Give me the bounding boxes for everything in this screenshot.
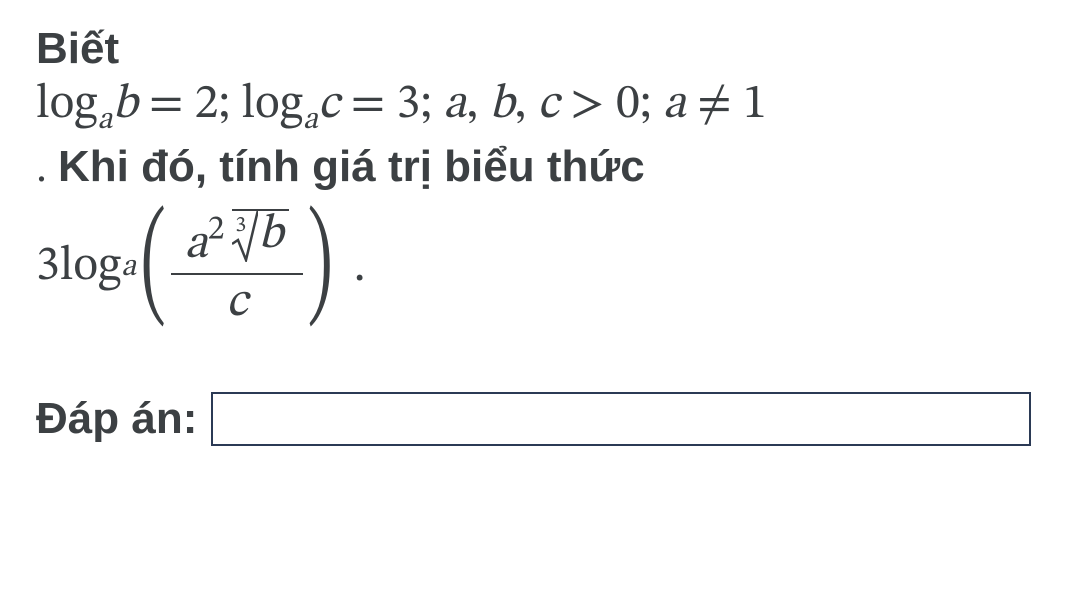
- prompt-prefix: .: [36, 142, 58, 191]
- right-paren-icon: ): [308, 202, 334, 332]
- coef-number: 3: [36, 237, 60, 297]
- expression-row: 3loga ( a2 3b c ) .: [36, 202, 1044, 332]
- answer-row: Đáp án:: [36, 392, 1044, 446]
- radical-icon: b: [232, 208, 289, 263]
- question-container: Biết logab = 2; logac = 3; a, b, c > 0; …: [0, 0, 1080, 446]
- cube-root: 3b: [227, 208, 289, 263]
- expression-coefficient: 3loga: [36, 237, 136, 297]
- fraction: a2 3b c: [171, 204, 304, 331]
- fraction-denominator: c: [212, 275, 261, 331]
- fraction-numerator: a2 3b: [171, 204, 304, 273]
- num-a: a: [185, 221, 208, 269]
- prompt-text: Khi đó, tính giá trị biểu thức: [58, 142, 645, 191]
- answer-input[interactable]: [211, 392, 1031, 446]
- log-base: a: [121, 248, 136, 287]
- left-paren-icon: (: [141, 202, 167, 332]
- log-text: log: [60, 237, 122, 297]
- given-label: Biết: [36, 24, 1044, 74]
- conditions-line: logab = 2; logac = 3; a, b, c > 0; a ≠ 1: [36, 74, 1044, 141]
- num-a-exp: 2: [208, 213, 225, 247]
- trailing-period: .: [338, 238, 366, 332]
- conditions-math: logab = 2; logac = 3; a, b, c > 0; a ≠ 1: [36, 81, 767, 129]
- prompt-line: . Khi đó, tính giá trị biểu thức: [36, 141, 1044, 192]
- answer-label: Đáp án:: [36, 394, 197, 444]
